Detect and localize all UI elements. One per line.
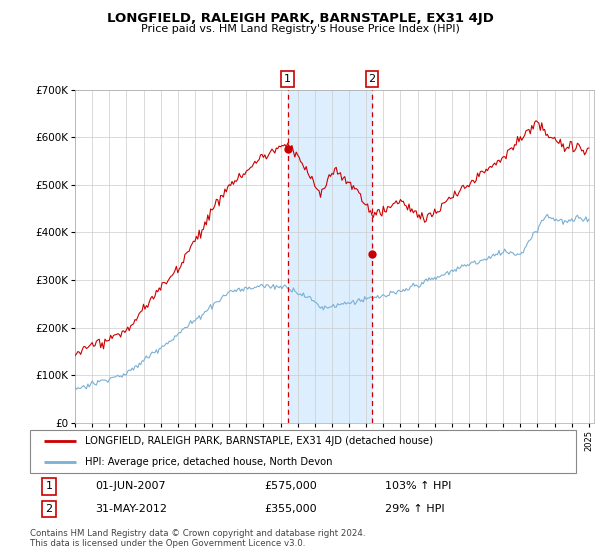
Text: LONGFIELD, RALEIGH PARK, BARNSTAPLE, EX31 4JD (detached house): LONGFIELD, RALEIGH PARK, BARNSTAPLE, EX3… [85,436,433,446]
Text: Price paid vs. HM Land Registry's House Price Index (HPI): Price paid vs. HM Land Registry's House … [140,24,460,34]
Text: LONGFIELD, RALEIGH PARK, BARNSTAPLE, EX31 4JD: LONGFIELD, RALEIGH PARK, BARNSTAPLE, EX3… [107,12,493,25]
Bar [287,90,372,423]
Text: This data is licensed under the Open Government Licence v3.0.: This data is licensed under the Open Gov… [30,539,305,548]
Text: 1: 1 [284,74,291,84]
Text: 29% ↑ HPI: 29% ↑ HPI [385,505,445,514]
Text: 31-MAY-2012: 31-MAY-2012 [95,505,167,514]
Text: 103% ↑ HPI: 103% ↑ HPI [385,482,451,492]
Text: 2: 2 [368,74,376,84]
Text: 2: 2 [46,505,53,514]
Text: HPI: Average price, detached house, North Devon: HPI: Average price, detached house, Nort… [85,458,332,467]
FancyBboxPatch shape [30,430,576,473]
Text: 1: 1 [46,482,53,492]
Text: 01-JUN-2007: 01-JUN-2007 [95,482,166,492]
Text: £355,000: £355,000 [265,505,317,514]
Text: Contains HM Land Registry data © Crown copyright and database right 2024.: Contains HM Land Registry data © Crown c… [30,529,365,538]
Text: £575,000: £575,000 [265,482,317,492]
